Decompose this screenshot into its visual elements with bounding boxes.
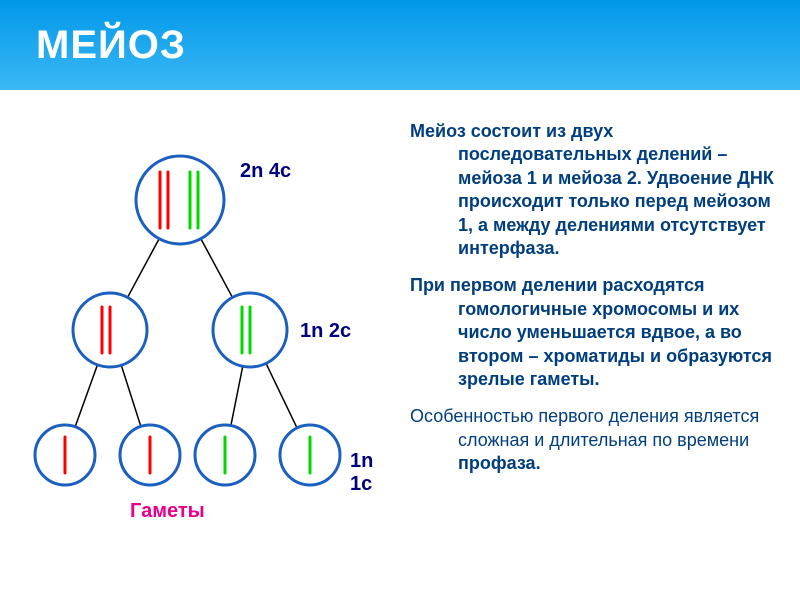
para2-text: При первом делении расходятся гомологичн… (410, 275, 772, 389)
paragraph-3: Особенностью первого деления является сл… (410, 405, 776, 475)
para3-prefix: Особенностью первого деления является сл… (410, 406, 759, 449)
slide-content: 2n 4c 1n 2c 1n 1c Гаметы Мейоз состоит и… (0, 90, 800, 600)
label-level2: 1n 2c (300, 320, 351, 343)
paragraph-1: Мейоз состоит из двух последовательных д… (410, 120, 776, 260)
paragraph-2: При первом делении расходятся гомологичн… (410, 274, 776, 391)
label-level3: 1n 1c (350, 450, 400, 496)
slide-title: МЕЙОЗ (36, 23, 186, 68)
text-area: Мейоз состоит из двух последовательных д… (400, 90, 800, 600)
label-level1: 2n 4c (240, 160, 291, 183)
diagram-area: 2n 4c 1n 2c 1n 1c Гаметы (0, 90, 400, 600)
para3-bold: профаза. (458, 453, 541, 473)
label-gametes: Гаметы (130, 500, 205, 523)
para1-text: Мейоз состоит из двух последовательных д… (410, 121, 774, 258)
slide-header: МЕЙОЗ (0, 0, 800, 90)
meiosis-tree-diagram (0, 120, 400, 600)
